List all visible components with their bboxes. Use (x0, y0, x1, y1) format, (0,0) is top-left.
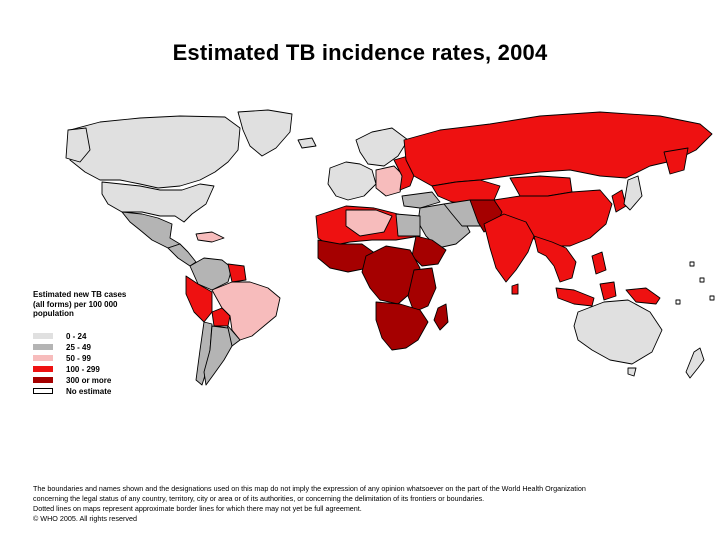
region-canada (69, 115, 241, 189)
region-southern-africa (375, 301, 429, 351)
legend-label: 50 - 99 (66, 353, 91, 363)
region-central-africa (361, 245, 421, 305)
legend-item: 300 or more (33, 375, 163, 386)
region-alaska (65, 127, 91, 163)
legend-swatch (33, 344, 53, 350)
region-southeast-asia (533, 235, 577, 283)
map-legend: Estimated new TB cases (all forms) per 1… (33, 290, 163, 397)
region-indonesia-east (599, 281, 617, 301)
region-guianas (227, 263, 247, 283)
region-east-africa (407, 267, 437, 313)
copyright-line: © WHO 2005. All rights reserved (33, 514, 137, 523)
region-madagascar (433, 303, 449, 331)
legend-item: 100 - 299 (33, 364, 163, 375)
region-scandinavia (355, 127, 409, 167)
region-sri-lanka (511, 283, 519, 295)
region-argentina (203, 325, 233, 386)
region-bolivia (211, 307, 231, 327)
region-philippines (591, 251, 607, 275)
region-new-zealand (685, 347, 705, 379)
region-korea-japan (611, 189, 627, 213)
disclaimer-line: The boundaries and names shown and the d… (33, 484, 586, 493)
legend-item: 25 - 49 (33, 342, 163, 353)
region-australia (573, 299, 663, 365)
legend-label: No estimate (66, 386, 112, 396)
disclaimer-line: concerning the legal status of any count… (33, 494, 485, 503)
disclaimer-footnote: The boundaries and names shown and the d… (33, 484, 713, 524)
legend-title: Estimated new TB cases (all forms) per 1… (33, 290, 127, 318)
legend-item: No estimate (33, 386, 163, 397)
region-mexico (121, 211, 181, 249)
region-papua-new-guinea (625, 287, 661, 305)
legend-item: 50 - 99 (33, 353, 163, 364)
region-egypt (395, 213, 421, 237)
legend-swatch (33, 377, 53, 383)
legend-label: 100 - 299 (66, 364, 100, 374)
region-peru-ecuador (185, 275, 213, 323)
region-turkey (401, 191, 441, 209)
region-iceland (297, 137, 317, 149)
map-title: Estimated TB incidence rates, 2004 (172, 40, 548, 65)
region-mongolia (509, 175, 573, 197)
legend-swatch (33, 333, 53, 339)
region-japan (623, 175, 643, 211)
legend-label: 0 - 24 (66, 331, 87, 341)
region-russia (403, 111, 713, 187)
legend-label: 25 - 49 (66, 342, 91, 352)
region-central-america (167, 243, 197, 267)
legend-label: 300 or more (66, 375, 112, 385)
disclaimer-line: Dotted lines on maps represent approxima… (33, 504, 362, 513)
region-indonesia-west (555, 287, 595, 307)
region-pacific-islands (675, 261, 715, 305)
legend-swatch (33, 355, 53, 361)
world-map (65, 109, 715, 386)
region-kamchatka (663, 147, 689, 175)
region-algeria-libya (345, 209, 393, 237)
legend-swatch (33, 388, 53, 394)
region-caribbean (195, 231, 225, 243)
region-greenland (237, 109, 293, 157)
legend-swatch (33, 366, 53, 372)
region-tasmania (627, 367, 637, 377)
region-eastern-europe (375, 165, 405, 197)
region-usa (101, 181, 215, 223)
region-india (483, 213, 535, 283)
region-western-europe (327, 161, 377, 201)
legend-item: 0 - 24 (33, 331, 163, 342)
